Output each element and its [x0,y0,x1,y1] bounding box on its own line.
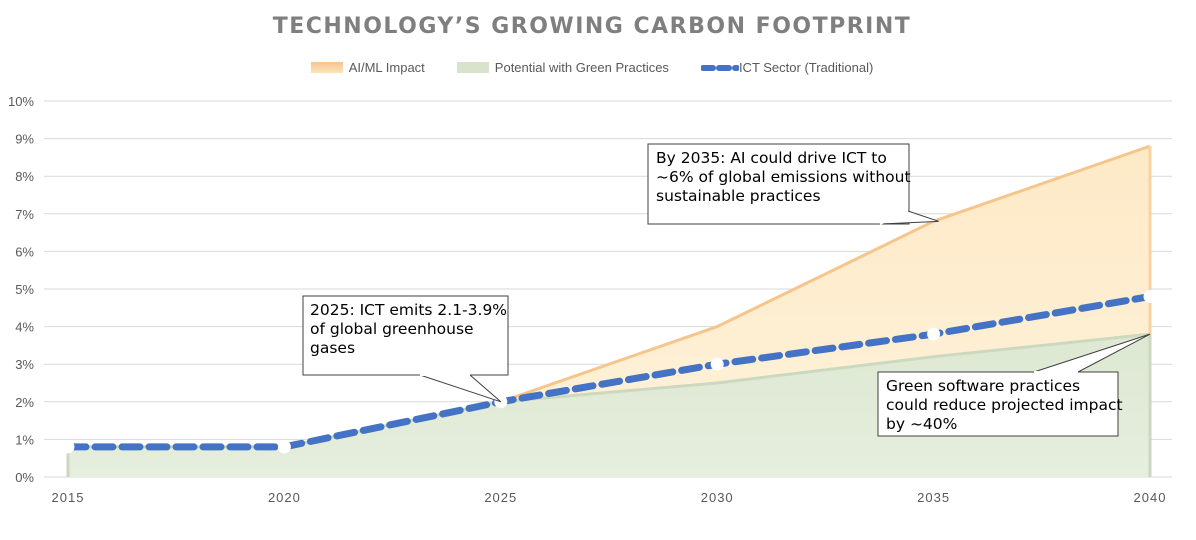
y-tick-label: 3% [15,357,34,372]
callout-2035-pointer [879,210,939,225]
x-tick-label: 2015 [52,490,85,505]
data-point-ict [61,440,75,454]
y-tick-label: 9% [15,132,34,147]
line-series [61,290,1157,454]
legend-item-ai[interactable]: AI/ML Impact [310,60,425,75]
x-tick-label: 2025 [484,490,517,505]
data-point-ict [710,357,724,371]
data-point-ict [277,440,291,454]
legend-label-ai: AI/ML Impact [348,60,425,75]
callout-green-pointer [1033,333,1151,373]
legend-item-ict[interactable]: ICT Sector (Traditional) [700,60,874,75]
callout-green-box [877,371,1119,437]
legend-label-green: Potential with Green Practices [494,60,669,75]
x-tick-label: 2040 [1134,490,1167,505]
annotation-2025: 2025: ICT emits 2.1-3.9% of global green… [310,301,508,357]
line-ict-sector [64,293,1154,451]
y-tick-label: 10% [8,94,34,109]
x-tick-label: 2030 [701,490,734,505]
annotations [302,143,1151,437]
callout-2025-pointer [419,374,502,403]
area-green-practices [68,334,1150,477]
data-point-ict [927,327,941,341]
y-tick-label: 5% [15,282,34,297]
legend-swatch-green [456,62,489,73]
y-axis: 0% 1% 2% 3% 4% 5% 6% 7% 8% 9% 10% [8,94,34,485]
annotation-green-practices: Green software practices could reduce pr… [886,377,1123,433]
x-tick-label: 2035 [917,490,950,505]
y-tick-label: 1% [15,432,34,447]
x-tick-label: 2020 [268,490,301,505]
legend-item-green[interactable]: Potential with Green Practices [456,60,669,75]
legend-swatch-ai [310,62,343,73]
chart-title: TECHNOLOGY’S GROWING CARBON FOOTPRINT [272,14,912,39]
y-tick-label: 0% [15,470,34,485]
y-tick-label: 6% [15,244,34,259]
callout-2035-pointer-mask [879,210,909,225]
y-tick-label: 2% [15,395,34,410]
callout-2025-box [302,295,509,376]
y-tick-label: 7% [15,207,34,222]
y-tick-label: 8% [15,169,34,184]
y-tick-label: 4% [15,320,34,335]
legend-swatch-ict [700,64,739,71]
legend: AI/ML Impact Potential with Green Practi… [0,60,1184,75]
callout-2035-box [647,143,910,225]
legend-label-ict: ICT Sector (Traditional) [738,60,874,75]
data-point-ict [1143,290,1157,304]
annotation-2035: By 2035: AI could drive ICT to ~6% of gl… [656,149,911,205]
gridlines [44,100,1172,478]
x-axis: 2015 2020 2025 2030 2035 2040 [52,490,1167,505]
